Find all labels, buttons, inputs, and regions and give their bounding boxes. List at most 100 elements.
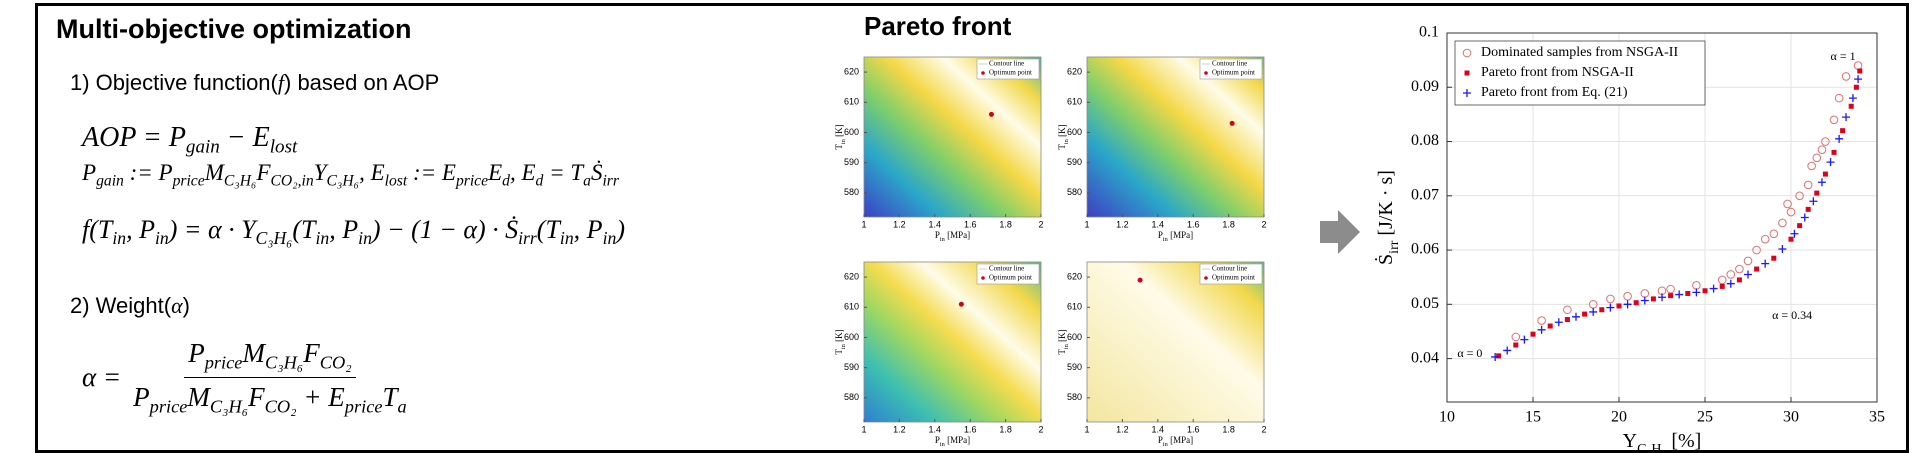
subscript: in — [840, 138, 847, 144]
data-point — [1496, 353, 1502, 359]
x-tick-label: 30 — [1783, 409, 1799, 426]
subscript: d — [535, 172, 544, 190]
subscript: in — [358, 228, 372, 249]
x-tick-label: 25 — [1697, 409, 1713, 426]
data-point — [1563, 305, 1572, 315]
plot-frame — [1446, 32, 1878, 403]
y-tick-label: 600 — [844, 332, 859, 342]
data-point — [1633, 300, 1639, 306]
data-point — [1709, 284, 1718, 293]
y-tick-label: 590 — [844, 362, 859, 372]
data-point — [1807, 161, 1816, 171]
y-tick-label: 620 — [844, 271, 859, 281]
subscript: a — [397, 396, 407, 417]
legend-label: Optimum point — [1212, 69, 1255, 77]
x-tick-label: 10 — [1439, 409, 1455, 426]
legend-symbol — [981, 276, 985, 280]
data-point — [1853, 84, 1859, 90]
legend-box — [1454, 40, 1706, 106]
subscript: in — [940, 236, 946, 243]
data-point — [1491, 352, 1500, 361]
text: [J/K · s] — [1375, 170, 1397, 241]
text: P — [935, 230, 940, 240]
subscript: price — [455, 172, 489, 190]
text: ) — [616, 215, 625, 244]
frame — [35, 3, 1909, 453]
x-tick-label: 1.6 — [1187, 219, 1200, 229]
x-tick-label: 1 — [861, 424, 866, 434]
text: P — [133, 382, 150, 413]
data-point — [1817, 145, 1827, 154]
data-point — [1786, 207, 1796, 217]
text: , E — [509, 160, 536, 185]
text: = T — [543, 160, 584, 185]
left-title: Multi-objective optimization — [56, 14, 412, 44]
subscript: in — [840, 343, 847, 349]
data-point — [1582, 311, 1588, 317]
subscript: gain — [185, 136, 220, 158]
y-axis-label: Tin [K] — [1057, 329, 1070, 354]
denominator: PpriceMC₃H₆FCO₂ + EpriceTa — [129, 378, 411, 417]
arrow — [1320, 210, 1360, 254]
text: P — [1158, 230, 1163, 240]
legend-symbol — [1204, 71, 1208, 75]
x-tick-label: 1 — [1084, 219, 1089, 229]
data-point — [1821, 137, 1830, 146]
plot-frame — [1086, 56, 1265, 218]
subscript: d — [502, 172, 510, 190]
y-tick-label: 0.06 — [1411, 241, 1439, 258]
pareto-title: Pareto front — [864, 11, 1012, 41]
data-point — [1589, 307, 1598, 316]
legend-symbol — [981, 71, 985, 75]
subscript: C₃H₆ — [209, 396, 249, 417]
text: [K] — [1057, 124, 1067, 139]
data-point — [1547, 323, 1553, 329]
text: M — [204, 160, 224, 185]
legend-symbol — [1462, 48, 1472, 58]
y-axis-label: Ṡirr [J/K · s] — [1374, 170, 1402, 265]
data-point — [1623, 300, 1632, 309]
subscript: price — [344, 396, 383, 417]
x-tick-label: 1.4 — [929, 424, 942, 434]
data-point — [1829, 115, 1839, 125]
data-point — [1520, 335, 1529, 344]
data-point — [1800, 213, 1809, 222]
heatmap — [864, 262, 1041, 422]
data-point — [1668, 293, 1674, 299]
y-axis-label: Tin [K] — [1057, 124, 1070, 149]
data-point — [1623, 291, 1632, 301]
legend-symbol — [1464, 70, 1470, 76]
alpha-equation: α = PpriceMC₃H₆FCO₂ PpriceMC₃H₆FCO₂ + Epr… — [82, 338, 411, 418]
data-point — [1783, 199, 1792, 209]
y-tick-label: 600 — [844, 127, 859, 137]
legend-label: Optimum point — [1212, 274, 1255, 282]
text: T — [1057, 349, 1067, 355]
data-point — [1513, 342, 1519, 348]
x-axis-label: Pin [MPa] — [935, 230, 970, 243]
x-tick-label: 1.2 — [1116, 424, 1129, 434]
text: [MPa] — [945, 435, 970, 445]
data-point — [1831, 149, 1837, 155]
heatmap — [1087, 57, 1264, 217]
text: (T — [292, 215, 316, 244]
data-point — [1826, 158, 1835, 167]
subscript: lost — [269, 136, 298, 158]
data-point — [1778, 218, 1787, 228]
y-tick-label: 580 — [844, 187, 859, 197]
data-point — [1658, 293, 1666, 302]
x-tick-label: 1.4 — [1152, 424, 1165, 434]
subscript: in — [1063, 343, 1070, 349]
x-tick-label: 1 — [861, 219, 866, 229]
y-tick-label: 620 — [844, 66, 859, 76]
optimum-point — [988, 111, 994, 117]
y-tick-label: 590 — [844, 157, 859, 167]
text: F — [248, 382, 265, 413]
y-tick-label: 0.04 — [1411, 349, 1439, 366]
heatmap — [1087, 262, 1264, 422]
data-point — [1814, 190, 1820, 196]
data-point — [1848, 94, 1857, 103]
data-point — [1795, 191, 1804, 201]
y-tick-label: 620 — [1067, 271, 1082, 281]
text: 1) Objective function( — [70, 70, 278, 95]
